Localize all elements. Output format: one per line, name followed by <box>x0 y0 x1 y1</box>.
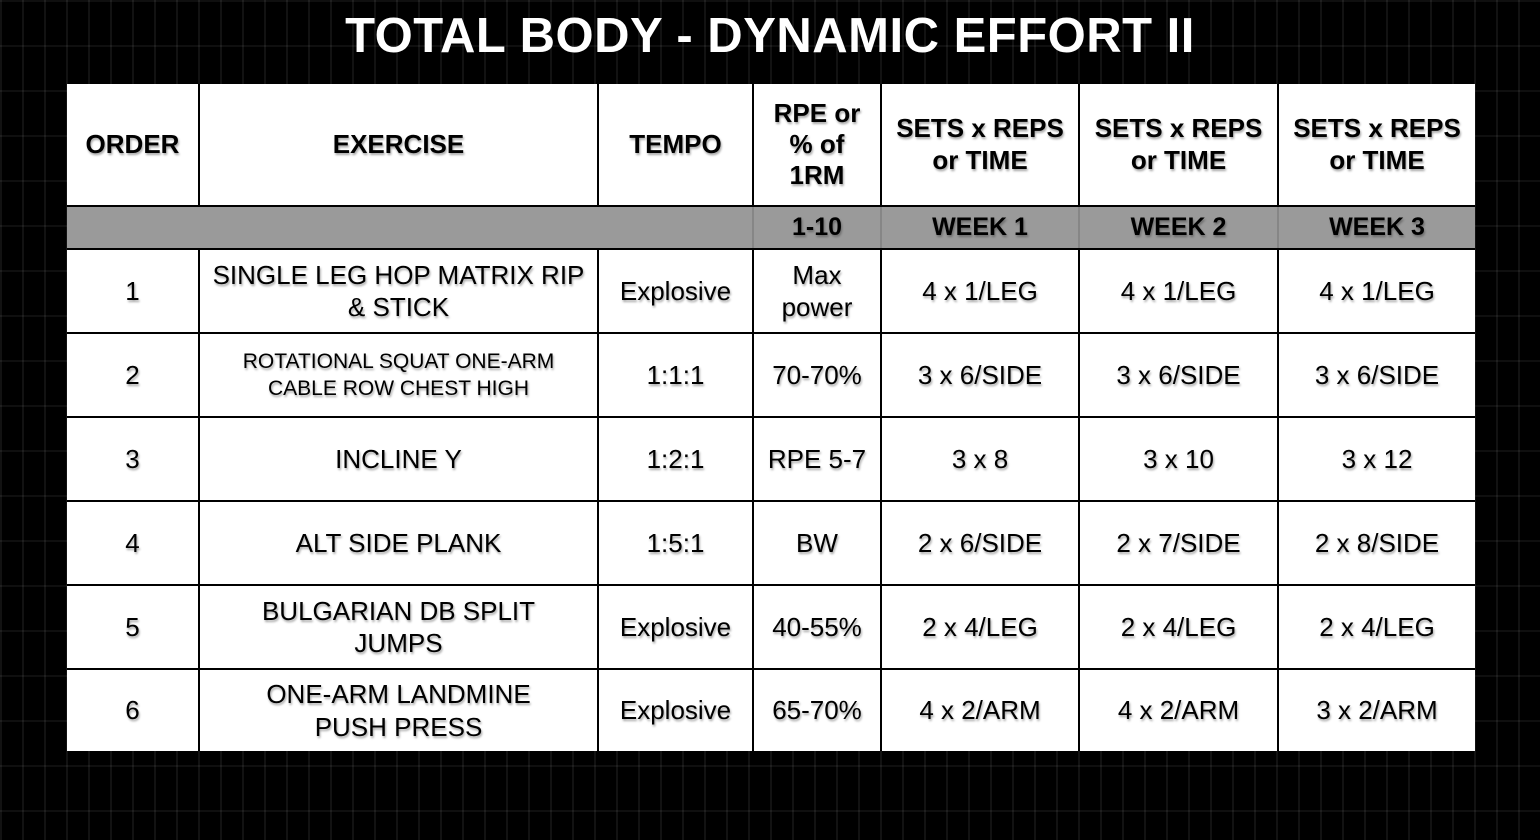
cell-tempo: Explosive <box>599 586 752 668</box>
column-header-week2-sets: SETS x REPS or TIME <box>1080 84 1277 205</box>
column-header-week1-sets: SETS x REPS or TIME <box>882 84 1078 205</box>
cell-week2: 4 x 2/ARM <box>1080 670 1277 751</box>
cell-order: 6 <box>67 670 198 751</box>
subheader-week-1: WEEK 1 <box>880 207 1078 248</box>
cell-tempo: 1:2:1 <box>599 418 752 500</box>
cell-rpe: 40-55% <box>754 586 880 668</box>
cell-exercise: ALT SIDE PLANK <box>200 502 597 584</box>
cell-tempo: 1:5:1 <box>599 502 752 584</box>
cell-week2: 3 x 10 <box>1080 418 1277 500</box>
cell-order: 2 <box>67 334 198 416</box>
cell-week1: 3 x 8 <box>882 418 1078 500</box>
cell-order: 4 <box>67 502 198 584</box>
cell-tempo: Explosive <box>599 670 752 751</box>
subheader-row: 1-10 WEEK 1 WEEK 2 WEEK 3 <box>67 207 1475 248</box>
cell-week1: 4 x 2/ARM <box>882 670 1078 751</box>
workout-table: ORDER EXERCISE TEMPO RPE or % of 1RM SET… <box>67 84 1475 751</box>
cell-week1: 2 x 4/LEG <box>882 586 1078 668</box>
cell-rpe: Max power <box>754 250 880 332</box>
column-header-rpe: RPE or % of 1RM <box>754 84 880 205</box>
cell-tempo: Explosive <box>599 250 752 332</box>
cell-exercise: INCLINE Y <box>200 418 597 500</box>
cell-exercise: BULGARIAN DB SPLIT JUMPS <box>200 586 597 668</box>
cell-tempo: 1:1:1 <box>599 334 752 416</box>
cell-week1: 3 x 6/SIDE <box>882 334 1078 416</box>
cell-rpe: RPE 5-7 <box>754 418 880 500</box>
cell-exercise: ROTATIONAL SQUAT ONE-ARM CABLE ROW CHEST… <box>200 334 597 416</box>
column-header-exercise: EXERCISE <box>200 84 597 205</box>
cell-rpe: BW <box>754 502 880 584</box>
cell-week2: 2 x 4/LEG <box>1080 586 1277 668</box>
column-header-tempo: TEMPO <box>599 84 752 205</box>
cell-rpe: 65-70% <box>754 670 880 751</box>
cell-week1: 4 x 1/LEG <box>882 250 1078 332</box>
cell-week3: 2 x 8/SIDE <box>1279 502 1475 584</box>
cell-week2: 2 x 7/SIDE <box>1080 502 1277 584</box>
cell-order: 1 <box>67 250 198 332</box>
cell-order: 5 <box>67 586 198 668</box>
cell-week1: 2 x 6/SIDE <box>882 502 1078 584</box>
cell-week3: 3 x 2/ARM <box>1279 670 1475 751</box>
subheader-week-3: WEEK 3 <box>1277 207 1475 248</box>
cell-order: 3 <box>67 418 198 500</box>
column-header-order: ORDER <box>67 84 198 205</box>
subheader-spacer <box>67 207 752 248</box>
page-title: TOTAL BODY - DYNAMIC EFFORT II <box>345 9 1195 63</box>
cell-rpe: 70-70% <box>754 334 880 416</box>
cell-week3: 3 x 6/SIDE <box>1279 334 1475 416</box>
cell-week2: 3 x 6/SIDE <box>1080 334 1277 416</box>
column-header-week3-sets: SETS x REPS or TIME <box>1279 84 1475 205</box>
cell-week3: 3 x 12 <box>1279 418 1475 500</box>
cell-week3: 4 x 1/LEG <box>1279 250 1475 332</box>
cell-week3: 2 x 4/LEG <box>1279 586 1475 668</box>
subheader-rpe-scale: 1-10 <box>752 207 880 248</box>
subheader-week-2: WEEK 2 <box>1078 207 1277 248</box>
cell-exercise: ONE-ARM LANDMINE PUSH PRESS <box>200 670 597 751</box>
cell-week2: 4 x 1/LEG <box>1080 250 1277 332</box>
cell-exercise: SINGLE LEG HOP MATRIX RIP & STICK <box>200 250 597 332</box>
